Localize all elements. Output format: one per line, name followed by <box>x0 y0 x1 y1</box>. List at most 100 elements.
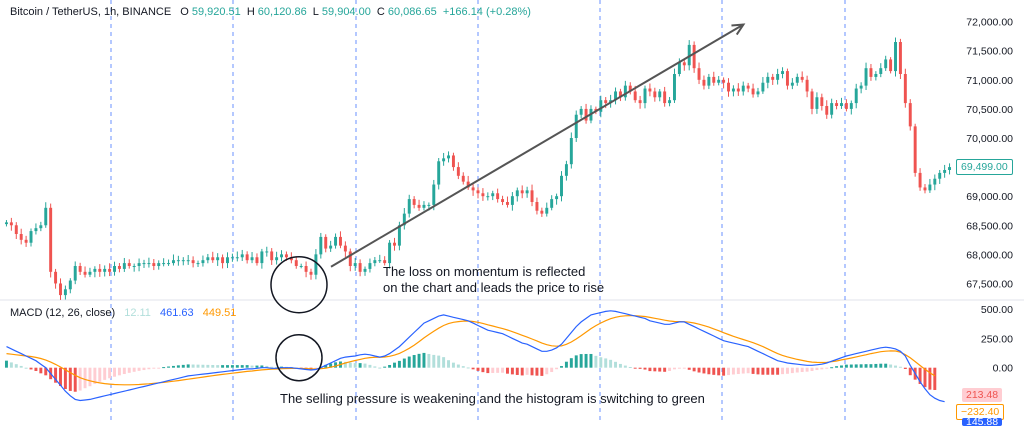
candle-body <box>736 88 740 92</box>
candle-body <box>329 245 333 249</box>
histogram-bar <box>545 367 549 375</box>
candle-body <box>741 85 745 92</box>
candle-body <box>643 88 647 104</box>
candle-body <box>731 88 735 92</box>
candle-body <box>451 155 455 168</box>
momentum-circle <box>270 255 328 314</box>
candle-body <box>618 91 622 98</box>
candle-body <box>844 103 848 109</box>
histogram-bar <box>501 367 505 373</box>
histogram-bar <box>275 366 279 368</box>
candle-body <box>432 184 436 205</box>
histogram-bar <box>211 364 215 368</box>
histogram-bar <box>388 364 392 368</box>
histogram-bar <box>776 367 780 375</box>
histogram-bar <box>864 364 868 368</box>
histogram-bar <box>196 364 200 368</box>
candle-body <box>113 266 116 272</box>
candle-body <box>280 254 283 258</box>
candle-body <box>343 245 347 252</box>
candle-body <box>309 271 313 275</box>
histogram-bar <box>530 367 534 376</box>
candle-body <box>751 88 755 95</box>
histogram-bar <box>255 365 259 368</box>
candle-body <box>564 164 568 176</box>
candle-body <box>785 71 789 86</box>
macd-indicator-label[interactable]: MACD (12, 26, close) <box>10 307 116 319</box>
histogram-bar <box>894 365 897 368</box>
candle-body <box>687 44 691 66</box>
histogram-bar <box>456 364 460 368</box>
candle-body <box>338 236 342 246</box>
histogram-bar <box>663 367 667 372</box>
macd-signal-value: 449.51 <box>202 307 237 319</box>
histogram-bar <box>186 364 190 368</box>
histogram-bar <box>810 367 814 371</box>
candle-body <box>19 234 23 240</box>
candle-body <box>933 178 937 185</box>
candle-body <box>579 108 583 115</box>
candle-body <box>59 283 62 296</box>
histogram-bar <box>835 366 839 368</box>
candle-body <box>604 100 608 104</box>
candle-body <box>49 207 53 272</box>
candle-body <box>314 254 318 275</box>
candle-body <box>638 100 642 104</box>
histogram-bar <box>176 365 180 368</box>
change-value: +166.14 (+0.28%) <box>442 6 531 18</box>
candle-body <box>29 231 33 243</box>
histogram-bar <box>122 367 126 375</box>
candle-body <box>206 257 210 261</box>
histogram-bar <box>152 367 156 369</box>
histogram-bar <box>751 367 755 374</box>
candle-body <box>623 85 627 98</box>
histogram-bar <box>24 367 28 369</box>
histogram-bar <box>59 367 62 386</box>
candle-body <box>525 190 529 194</box>
histogram-bar <box>34 367 38 371</box>
candle-body <box>761 82 765 92</box>
histogram-bar <box>334 362 338 368</box>
histogram-bar <box>206 364 210 368</box>
histogram-bar <box>265 365 269 368</box>
symbol-title[interactable]: Bitcoin / TetherUS, 1h, BINANCE <box>10 6 172 18</box>
histogram-bar <box>412 355 416 368</box>
histogram-bar <box>854 364 858 368</box>
candle-body <box>407 199 411 214</box>
candle-body <box>805 79 809 92</box>
last-price-tag: 69,499.00 <box>956 159 1013 175</box>
candle-body <box>196 263 200 265</box>
lower-annotation: The selling pressure is weakening and th… <box>280 391 705 406</box>
candle-body <box>216 257 220 261</box>
histogram-bar <box>137 367 141 371</box>
candle-body <box>270 251 274 261</box>
candle-body <box>486 196 490 198</box>
candle-body <box>574 114 578 138</box>
histogram-bar <box>884 363 888 368</box>
histogram-bar <box>353 363 357 368</box>
candle-body <box>167 263 171 265</box>
candle-body <box>923 187 927 191</box>
candle-body <box>854 88 858 104</box>
candle-body <box>702 79 706 86</box>
histogram-bar <box>358 363 362 368</box>
histogram-bar <box>692 367 696 372</box>
candle-body <box>412 199 416 205</box>
high-label: H <box>246 6 255 18</box>
histogram-bar <box>29 367 33 370</box>
histogram-bar <box>903 367 907 369</box>
annotations-layer <box>270 23 746 382</box>
candle-body <box>24 239 28 243</box>
candle-body <box>712 76 716 83</box>
price-axis: 72,000.00 71,500.00 71,000.00 70,500.00 70,0… <box>966 17 1013 375</box>
candle-body <box>388 242 392 264</box>
time-separators <box>110 0 846 424</box>
histogram-bar <box>648 367 652 372</box>
candle-body <box>555 196 559 200</box>
histogram-bar <box>422 352 426 368</box>
histogram-bar <box>397 360 401 368</box>
candle-body <box>68 280 72 290</box>
candle-body <box>275 257 279 261</box>
candle-body <box>471 187 475 191</box>
